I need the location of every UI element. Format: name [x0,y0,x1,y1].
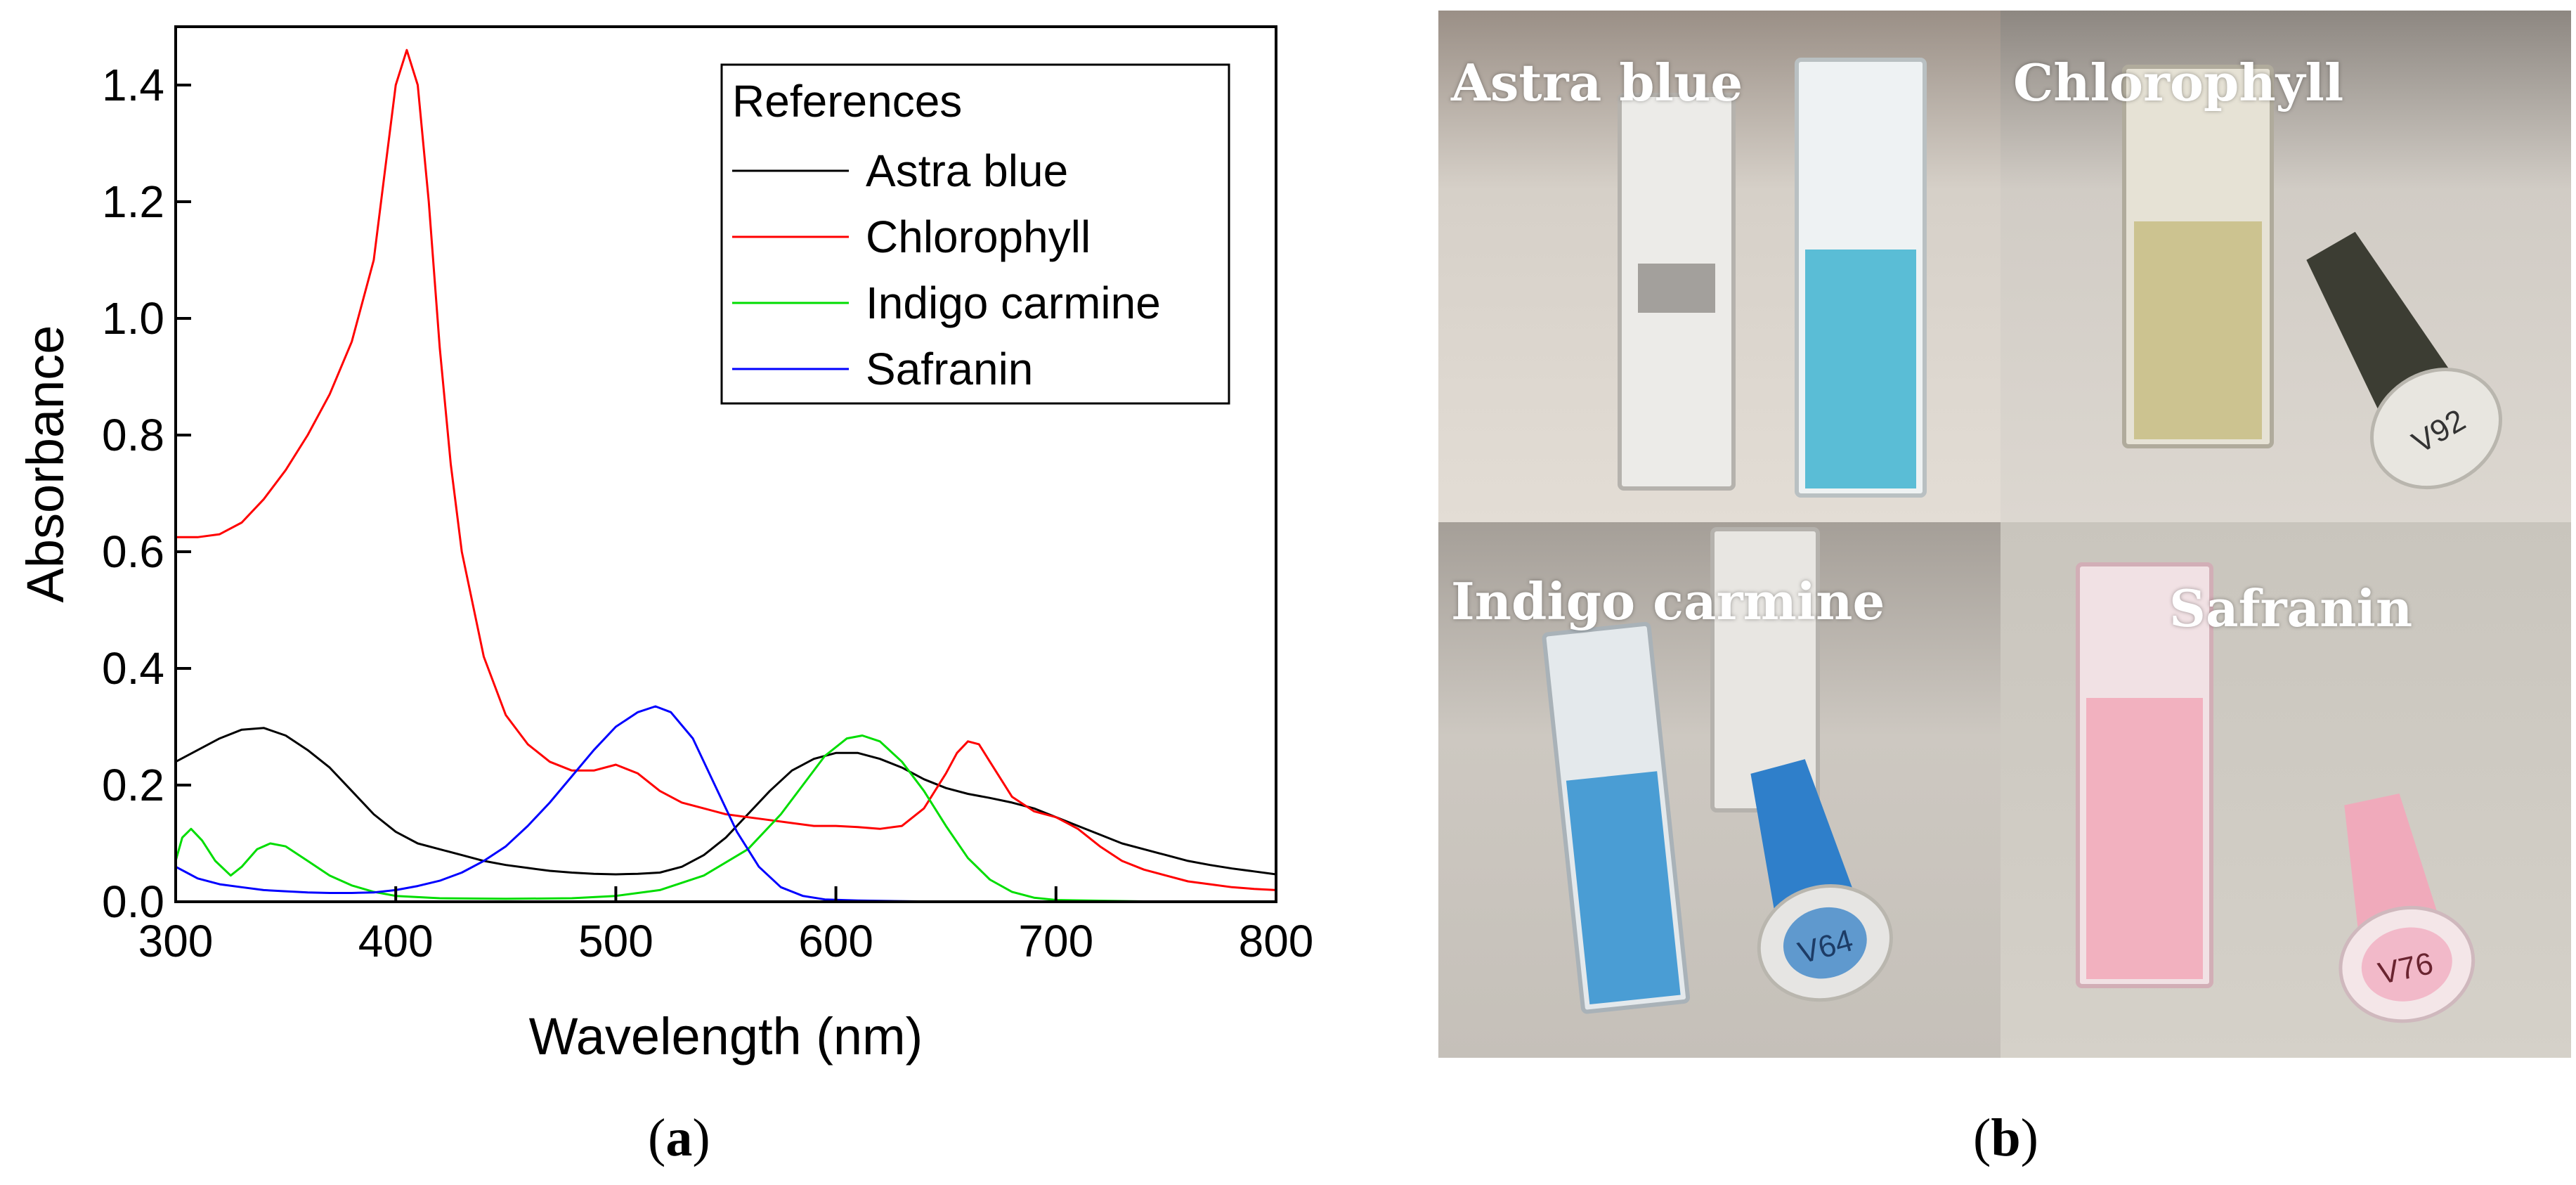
photo-label-safranin: Safranin [2169,578,2413,638]
panel-caption-b: (b) [1973,1108,2038,1167]
x-tick-label: 300 [138,916,214,966]
photo-astra-blue: Astra blue [1438,11,2001,522]
cuvette-liquid [1805,250,1916,488]
x-axis-title: Wavelength (nm) [529,1007,923,1066]
photo-label-astra-blue: Astra blue [1451,53,1743,112]
plot-frame [174,25,1277,903]
microtube-safranin: V76 [2338,794,2476,1023]
series-line-safranin [175,705,1276,903]
series-line-indigo-carmine [174,734,1276,903]
photo-indigo-carmine: V64 Indigo carmine [1438,522,2001,1058]
legend-label-chlorophyll: Chlorophyll [866,212,1091,262]
legend: References Astra blue Chlorophyll Indigo… [720,63,1230,405]
panel-caption-a: (a) [648,1108,710,1167]
cuvette-liquid [1566,771,1681,1005]
y-tick-label: 0.8 [102,410,164,460]
y-tick-label: 1.2 [102,176,164,227]
photo-label-chlorophyll: Chlorophyll [2013,53,2344,112]
x-tick-label: 600 [798,916,873,966]
microtube-chlorophyll: V92 [2306,231,2502,490]
cuvette-liquid [2134,221,2262,439]
photo-panel: Astra blue V92 [1438,11,2571,1058]
cuvette-indigo-carmine [1542,621,1691,1014]
legend-title: References [732,76,962,127]
x-tick-label: 800 [1239,916,1314,966]
photo-safranin: V76 Safranin [2001,522,2571,1058]
legend-box [720,63,1230,405]
y-tick-label: 0.0 [102,876,164,927]
y-axis-title: Absorbance [16,325,74,603]
microtube-indigo-carmine: V64 [1750,759,1893,1002]
y-tick-label: 0.6 [102,526,164,577]
y-tick-label: 1.0 [102,293,164,344]
legend-label-astra-blue: Astra blue [866,145,1068,196]
photo-chlorophyll: V92 Chlorophyll [2001,11,2571,522]
legend-label-safranin: Safranin [866,344,1033,394]
x-tick-label: 700 [1018,916,1093,966]
series-line-astra-blue [175,727,1277,876]
legend-label-indigo-carmine: Indigo carmine [866,278,1161,328]
y-tick-label: 0.2 [102,760,164,810]
x-tick-label: 500 [578,916,653,966]
absorbance-chart: 300 400 500 600 700 800 0.0 0.2 0.4 0.6 0.8 1.0 1.2 1… [16,25,1314,1066]
y-tick-label: 1.4 [102,60,164,110]
x-tick-label: 400 [358,916,434,966]
photo-label-indigo-carmine: Indigo carmine [1451,571,1885,631]
cuvette-liquid [2086,698,2203,979]
y-tick-label: 0.4 [102,643,164,694]
series-line-chlorophyll [176,48,1277,891]
